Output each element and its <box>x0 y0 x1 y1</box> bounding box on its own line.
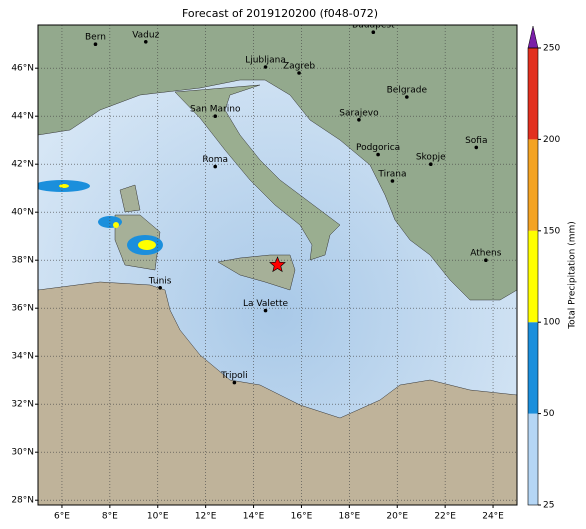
colorbar-tick-label: 100 <box>543 318 560 328</box>
y-tick-label: 28°N <box>11 496 34 506</box>
city-dot <box>371 30 376 34</box>
city-dot <box>390 179 395 183</box>
city-dot <box>376 152 380 157</box>
x-tick-label: 6°E <box>54 512 70 522</box>
city-label: Belgrade <box>387 86 428 96</box>
city-label: Tripoli <box>220 371 248 381</box>
city-label: Bern <box>85 33 106 43</box>
city-dot <box>143 40 148 44</box>
city-dot <box>474 145 479 150</box>
colorbar-segment <box>528 322 538 414</box>
y-tick-label: 32°N <box>11 400 34 410</box>
city-dot <box>297 71 301 75</box>
city-label: Ljubljana <box>245 56 286 66</box>
y-tick-label: 40°N <box>11 208 34 218</box>
city-dot <box>357 118 361 122</box>
colorbar-tick-label: 200 <box>543 135 560 145</box>
x-tick-label: 14°E <box>243 512 265 522</box>
city-label: Tirana <box>377 170 406 180</box>
land-europe <box>38 25 517 301</box>
city-label: Vaduz <box>132 30 159 40</box>
axes: 6°E 8°E 10°E 12°E 14°E 16°E 18°E 20°E 22°E 24°E 28… <box>11 64 504 522</box>
city-dot <box>484 258 488 263</box>
city-label: Sofia <box>465 136 487 146</box>
y-tick-label: 42°N <box>11 160 34 170</box>
city-dot <box>405 95 409 99</box>
forecast-point <box>269 256 286 273</box>
colorbar-segment <box>528 230 538 323</box>
city-dot <box>93 42 98 46</box>
y-tick-label: 44°N <box>11 112 34 122</box>
colorbar-segment <box>528 413 538 505</box>
y-tick-label: 30°N <box>11 448 34 458</box>
city-dot <box>213 114 218 118</box>
precip-area <box>113 222 119 228</box>
precip-area <box>59 184 69 188</box>
city-label: Podgorica <box>356 143 400 153</box>
city-dot <box>213 164 218 169</box>
y-tick-label: 36°N <box>11 304 34 314</box>
city-label: Zagreb <box>283 62 315 72</box>
city-label: Budapest <box>352 21 395 31</box>
land-italy <box>174 84 341 261</box>
city-label: La Valette <box>243 299 288 309</box>
map-frame <box>37 24 518 506</box>
colorbar-segment <box>528 139 538 231</box>
colorbar-frame <box>527 47 539 506</box>
title: Forecast of 2019120200 (f048-072) <box>182 7 378 20</box>
city-dot <box>263 65 268 69</box>
grid <box>38 25 517 505</box>
city-label: Skopje <box>416 153 446 163</box>
y-tick-label: 46°N <box>11 64 34 74</box>
colorbar-tick-label: 50 <box>543 409 555 419</box>
city-label: San Marino <box>190 105 241 115</box>
x-tick-label: 8°E <box>102 512 118 522</box>
y-tick-label: 38°N <box>11 256 34 266</box>
x-tick-label: 24°E <box>482 512 504 522</box>
city-label: Tunis <box>148 276 172 286</box>
x-tick-label: 16°E <box>291 512 313 522</box>
x-tick-label: 22°E <box>434 512 456 522</box>
city-dot <box>158 286 162 290</box>
colorbar-tick-label: 25 <box>543 501 554 511</box>
colorbar-extend <box>527 25 539 49</box>
x-tick-label: 12°E <box>195 512 217 522</box>
city-label: Sarajevo <box>339 108 379 118</box>
colorbar-tick-label: 250 <box>543 44 560 54</box>
city-dot <box>263 308 268 313</box>
city-label: Roma <box>202 155 228 165</box>
colorbar: 25 50 100 150 200 250 <box>527 25 560 511</box>
city-label: Athens <box>470 249 501 259</box>
colorbar-label: Total Precipitation (mm) <box>568 221 578 330</box>
y-tick-label: 34°N <box>11 352 34 362</box>
colorbar-tick-label: 150 <box>543 226 560 236</box>
x-tick-label: 18°E <box>339 512 361 522</box>
precip-area <box>138 240 156 250</box>
colorbar-segment <box>528 48 538 140</box>
land-corsica <box>119 184 141 213</box>
city-dot <box>428 162 433 166</box>
x-tick-label: 20°E <box>386 512 408 522</box>
city-dot <box>232 380 237 385</box>
x-tick-label: 10°E <box>147 512 169 522</box>
